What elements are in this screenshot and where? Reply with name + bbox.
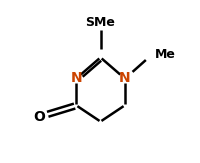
Text: O: O xyxy=(34,110,45,124)
Text: SMe: SMe xyxy=(85,16,115,29)
Text: N: N xyxy=(118,71,130,85)
Text: N: N xyxy=(70,71,82,85)
Text: Me: Me xyxy=(154,48,175,61)
